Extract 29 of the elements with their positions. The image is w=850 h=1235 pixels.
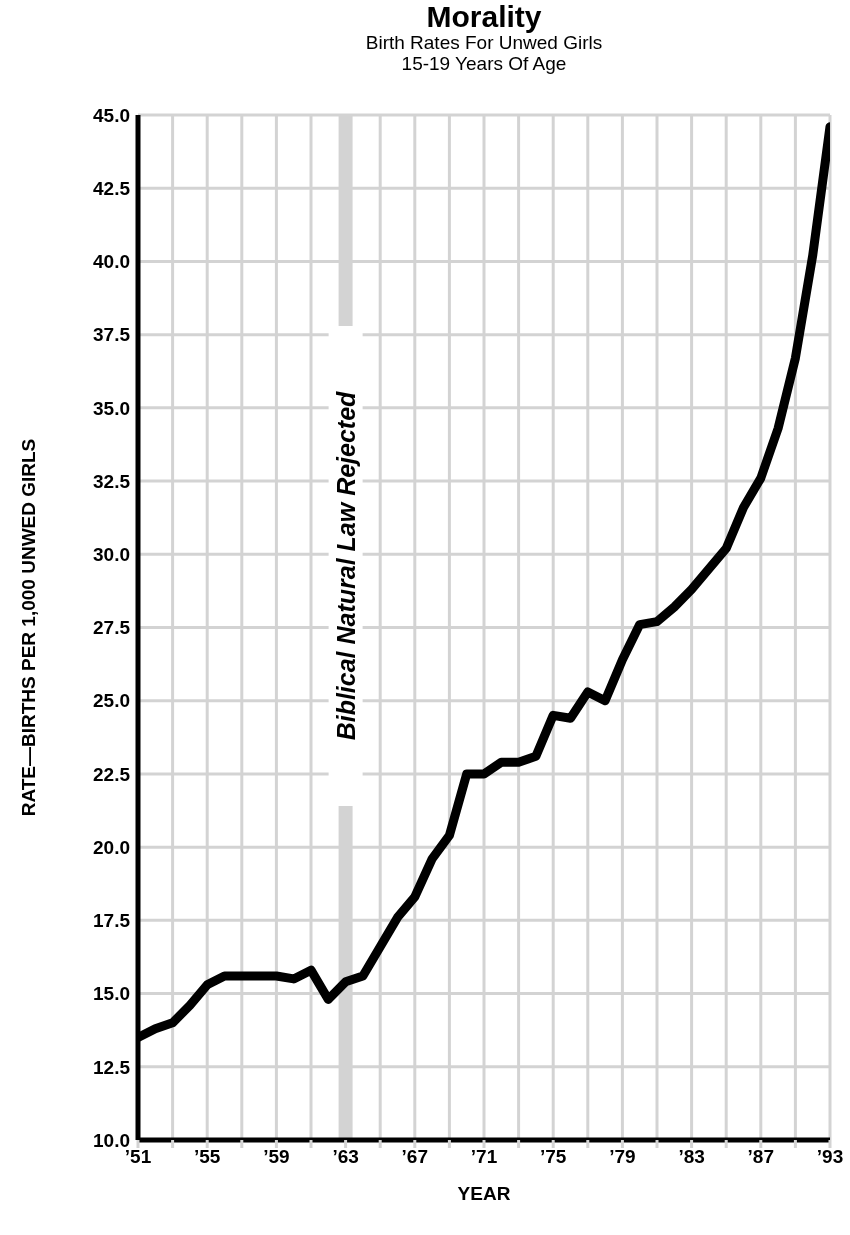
- y-tick-label: 25.0: [93, 690, 130, 712]
- x-tick-label: ’59: [263, 1146, 290, 1168]
- y-tick-label: 30.0: [93, 544, 130, 566]
- y-tick-label: 17.5: [93, 910, 131, 932]
- y-tick-label: 40.0: [93, 251, 130, 273]
- x-tick-label: ’55: [193, 1146, 221, 1168]
- y-axis-title: RATE—BIRTHS PER 1,000 UNWED GIRLS: [17, 438, 39, 817]
- chart-title: Morality: [425, 0, 543, 33]
- x-tick-label: ’83: [678, 1146, 705, 1168]
- x-tick-label: ’79: [609, 1146, 636, 1168]
- y-tick-label: 45.0: [93, 104, 130, 126]
- y-tick-label: 32.5: [93, 470, 131, 492]
- chart-subtitle: Birth Rates For Unwed Girls 15-19 Years Of Age: [364, 32, 604, 74]
- ref-line-label: Biblical Natural Law Rejected: [331, 390, 360, 741]
- y-tick-label: 22.5: [93, 763, 131, 785]
- x-tick-label: ’75: [539, 1146, 567, 1168]
- y-tick-label: 15.0: [93, 983, 130, 1005]
- x-tick-label: ’67: [401, 1146, 429, 1168]
- y-tick-label: 12.5: [93, 1056, 131, 1078]
- y-tick-label: 35.0: [93, 397, 130, 419]
- x-tick-label: ’71: [470, 1146, 498, 1168]
- x-tick-label: ’87: [747, 1146, 775, 1168]
- y-tick-label: 20.0: [93, 836, 130, 858]
- y-tick-label: 27.5: [93, 617, 131, 639]
- x-axis-title: YEAR: [457, 1183, 511, 1204]
- y-tick-label: 42.5: [93, 177, 131, 199]
- x-tick-label: ’93: [816, 1146, 844, 1168]
- x-tick-label: ’63: [332, 1146, 359, 1168]
- y-tick-label: 37.5: [93, 324, 131, 346]
